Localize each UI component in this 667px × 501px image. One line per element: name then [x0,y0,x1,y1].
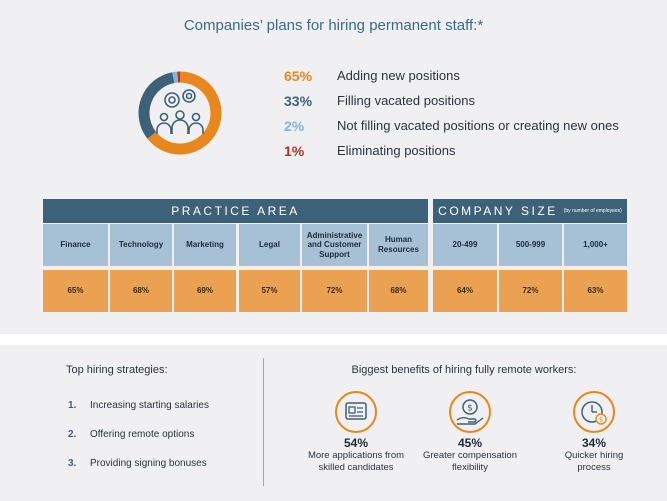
benefits-title: Biggest benefits of hiring fully remote … [351,364,577,376]
table-value-cell: 72% [499,270,562,312]
pie-slice [147,71,222,155]
legend-entry: 33% Filling vacated positions [284,88,644,113]
strategy-item: 1. Increasing starting salaries [68,400,209,411]
pie-slice [172,71,179,84]
table-category-cell: Legal [239,224,300,266]
table-value-cell: 64% [433,270,497,312]
section-divider [263,358,264,486]
table-value-cell: 72% [302,270,367,312]
table-category-cell: 1,000+ [564,224,627,266]
group-subtitle: (by number of employees) [563,208,622,214]
strategy-item: 3. Providing signing bonuses [68,458,207,469]
strategy-text: Providing signing bonuses [90,458,207,469]
benefit-item: $ 45% Greater compensation flexibility [400,390,540,474]
money-hand-icon: $ [449,391,491,433]
legend-percent: 65% [284,67,313,84]
strategy-number: 3. [68,458,77,469]
strategy-number: 2. [68,429,77,440]
benefit-item: 54% More applications from skilled candi… [286,390,426,474]
table-category-cell: Technology [110,224,172,266]
pie-slice [138,72,175,139]
benefit-label-line1: Greater compensation [423,450,517,461]
legend-percent: 1% [284,142,305,159]
svg-text:$: $ [599,416,603,424]
benefit-percent: 34% [581,436,607,450]
legend-label: Adding new positions [337,68,460,83]
benefit-item: $ 34% Quicker hiring process [524,390,664,474]
benefit-label-line2: flexibility [452,461,488,473]
table-category-cell: Administrative and Customer Support [302,224,367,266]
table-group-header: COMPANY SIZE (by number of employees) [433,199,627,223]
table-category-cell: 20-499 [433,224,497,266]
table-value-cell: 63% [564,270,627,312]
benefit-label-line2: skilled candidates [318,461,394,473]
strategy-number: 1. [68,400,77,411]
pie-legend: 65% Adding new positions 33% Filling vacate… [284,63,644,163]
benefit-percent: 54% [343,436,369,450]
table-category-cell: Human Resources [369,224,428,266]
donut-chart [138,71,222,155]
table-category-cell: Marketing [174,224,236,266]
table-value-cell: 68% [369,270,428,312]
strategy-text: Increasing starting salaries [90,400,209,411]
legend-entry: 1% Eliminating positions [284,138,644,163]
legend-percent: 33% [284,92,313,109]
legend-entry: 65% Adding new positions [284,63,644,88]
legend-entry: 2% Not filling vacated positions or creat… [284,113,644,138]
legend-label: Filling vacated positions [337,93,476,108]
strategies-title: Top hiring strategies: [66,364,168,376]
group-title: PRACTICE AREA [171,204,300,218]
table-value-cell: 68% [110,270,172,312]
group-title: COMPANY SIZE [438,204,558,218]
legend-percent: 2% [284,117,305,134]
benefit-label-line2: process [577,461,611,473]
benefit-label-line1: Quicker hiring [564,450,624,461]
legend-label: Eliminating positions [337,143,456,158]
benefit-label-line1: More applications from [307,450,405,461]
page-title: Companies’ plans for hiring permanent st… [183,17,484,34]
svg-text:$: $ [467,404,473,414]
table-group-header: PRACTICE AREA [43,199,428,223]
strategies-benefits-panel [0,345,667,501]
applications-icon [335,391,377,433]
clock-money-icon: $ [573,391,615,433]
strategy-text: Offering remote options [90,429,195,440]
table-value-cell: 65% [43,270,108,312]
strategy-item: 2. Offering remote options [68,429,194,440]
table-value-cell: 57% [239,270,300,312]
legend-label: Not filling vacated positions or creatin… [337,118,619,133]
table-value-cell: 69% [174,270,236,312]
table-category-cell: Finance [43,224,108,266]
benefit-percent: 45% [457,436,483,450]
people-gears-icon [156,89,204,134]
table-category-cell: 500-999 [499,224,562,266]
